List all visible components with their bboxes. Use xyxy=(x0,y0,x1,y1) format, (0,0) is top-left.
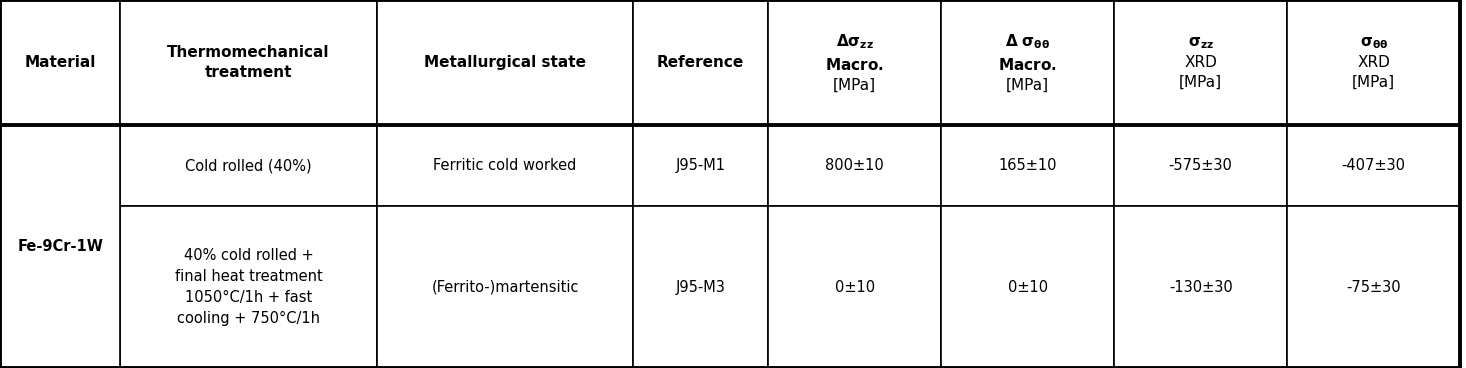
Bar xyxy=(377,0,633,125)
Text: Reference: Reference xyxy=(657,55,745,70)
Bar xyxy=(377,125,633,206)
Bar xyxy=(941,206,1114,368)
Bar xyxy=(1287,206,1460,368)
Bar xyxy=(768,206,941,368)
Bar xyxy=(1114,125,1287,206)
Text: 40% cold rolled +
final heat treatment
1050°C/1h + fast
cooling + 750°C/1h: 40% cold rolled + final heat treatment 1… xyxy=(174,248,323,326)
Bar xyxy=(941,0,1114,125)
Text: (Ferrito-)martensitic: (Ferrito-)martensitic xyxy=(431,280,579,294)
Text: 0±10: 0±10 xyxy=(834,280,875,294)
Bar xyxy=(1287,0,1460,125)
Bar xyxy=(633,206,768,368)
Bar xyxy=(1114,206,1287,368)
Bar xyxy=(120,125,377,206)
Text: $\mathbf{\Delta\sigma_{zz}}$
$\mathbf{Macro.}$
[MPa]: $\mathbf{\Delta\sigma_{zz}}$ $\mathbf{Ma… xyxy=(825,33,884,92)
Bar xyxy=(1114,0,1287,125)
Text: Material: Material xyxy=(25,55,95,70)
Bar xyxy=(120,206,377,368)
Text: -130±30: -130±30 xyxy=(1168,280,1233,294)
Text: $\mathbf{\Delta\ \sigma_{\theta\theta}}$
$\mathbf{Macro.}$
[MPa]: $\mathbf{\Delta\ \sigma_{\theta\theta}}$… xyxy=(998,33,1057,92)
Text: Cold rolled (40%): Cold rolled (40%) xyxy=(185,158,312,173)
Text: -75±30: -75±30 xyxy=(1346,280,1401,294)
Bar xyxy=(941,125,1114,206)
Text: J95-M3: J95-M3 xyxy=(676,280,726,294)
Bar xyxy=(120,0,377,125)
Text: 800±10: 800±10 xyxy=(825,158,884,173)
Text: -575±30: -575±30 xyxy=(1168,158,1233,173)
Text: Thermomechanical
treatment: Thermomechanical treatment xyxy=(167,45,330,80)
Bar xyxy=(768,0,941,125)
Bar xyxy=(0,0,120,125)
Bar xyxy=(377,206,633,368)
Text: J95-M1: J95-M1 xyxy=(676,158,726,173)
Text: Metallurgical state: Metallurgical state xyxy=(424,55,586,70)
Text: $\mathbf{\sigma_{zz}}$
XRD
[MPa]: $\mathbf{\sigma_{zz}}$ XRD [MPa] xyxy=(1179,35,1223,90)
Text: 0±10: 0±10 xyxy=(1007,280,1048,294)
Text: Ferritic cold worked: Ferritic cold worked xyxy=(434,158,576,173)
Text: 165±10: 165±10 xyxy=(998,158,1057,173)
Bar xyxy=(0,125,120,368)
Bar xyxy=(768,125,941,206)
Text: -407±30: -407±30 xyxy=(1341,158,1406,173)
Bar xyxy=(633,0,768,125)
Text: Fe-9Cr-1W: Fe-9Cr-1W xyxy=(18,239,103,254)
Bar xyxy=(1287,125,1460,206)
Text: $\mathbf{\sigma_{\theta\theta}}$
XRD
[MPa]: $\mathbf{\sigma_{\theta\theta}}$ XRD [MP… xyxy=(1352,35,1396,90)
Bar xyxy=(633,125,768,206)
